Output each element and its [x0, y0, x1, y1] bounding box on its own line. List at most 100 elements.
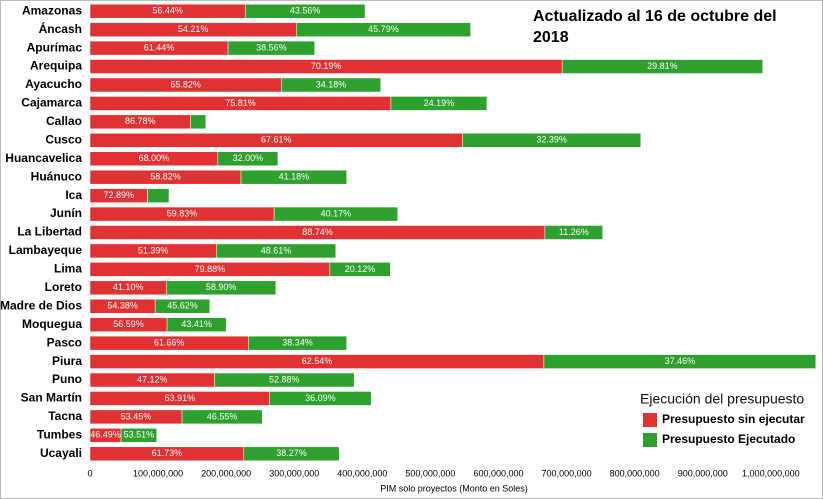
value-label: 36.09% — [305, 393, 336, 403]
value-label: 61.66% — [154, 338, 185, 348]
category-label: Piura — [52, 354, 82, 368]
bar-segment — [329, 262, 391, 277]
value-label: 86.78% — [125, 116, 156, 126]
value-label: 58.90% — [206, 282, 237, 292]
value-label: 38.27% — [276, 448, 307, 458]
category-label: Huánuco — [31, 169, 82, 183]
bar-segment — [120, 428, 157, 443]
bar-segment — [227, 40, 315, 56]
legend-label: Presupuesto Ejecutado — [662, 432, 795, 446]
bar-segment — [190, 114, 206, 130]
value-label: 45.62% — [167, 301, 198, 311]
value-label: 47.12% — [137, 374, 168, 384]
bar-segment — [543, 354, 817, 369]
x-tick-label: 800,000,000 — [610, 468, 660, 478]
legend-swatch — [643, 433, 657, 447]
bar-segment — [273, 206, 398, 222]
x-axis-label: PIM solo proyectos (Monto en Soles) — [380, 483, 528, 493]
bar-segment — [214, 372, 355, 388]
category-label: Apurímac — [27, 40, 83, 54]
value-label: 46.55% — [207, 411, 238, 421]
value-label: 20.12% — [345, 264, 376, 274]
bar-segment — [248, 335, 347, 351]
category-label: Loreto — [45, 280, 82, 294]
bar-segment — [166, 317, 227, 332]
value-label: 53.45% — [121, 411, 152, 421]
bar-segment — [154, 299, 211, 314]
bar-segment — [544, 225, 603, 240]
bar-segment — [243, 446, 340, 462]
value-label: 38.56% — [256, 42, 287, 52]
value-label: 40.17% — [321, 208, 352, 218]
legend-swatch — [643, 413, 657, 427]
value-label: 54.38% — [107, 301, 138, 311]
category-label: Áncash — [39, 21, 82, 36]
category-label: Cusco — [45, 132, 82, 146]
bar-segment — [462, 133, 642, 148]
category-label: Madre de Dios — [0, 298, 82, 312]
category-label: Tumbes — [37, 428, 82, 442]
value-label: 11.26% — [559, 227, 589, 237]
value-label: 45.79% — [368, 24, 399, 34]
category-label: Amazonas — [22, 3, 82, 17]
category-label: Ayacucho — [25, 77, 82, 91]
category-label: Lima — [54, 262, 82, 276]
value-label: 32.39% — [536, 135, 567, 145]
value-label: 70.19% — [311, 61, 342, 71]
bar-segment — [166, 280, 277, 296]
value-label: 52.88% — [269, 374, 300, 384]
bar-segment — [390, 96, 488, 111]
value-label: 58.82% — [150, 172, 181, 182]
x-tick-label: 400,000,000 — [337, 468, 387, 478]
bar-segment — [244, 3, 366, 19]
bar-segment — [217, 151, 279, 166]
category-label: Lambayeque — [9, 243, 83, 257]
value-label: 65.82% — [170, 79, 201, 89]
category-label: Huancavelica — [5, 151, 82, 165]
value-label: 32.00% — [233, 153, 264, 163]
value-label: 54.21% — [178, 24, 209, 34]
bar-segment — [216, 243, 337, 259]
category-label: Tacna — [48, 409, 82, 423]
bar-segment — [269, 391, 372, 406]
value-label: 61.44% — [144, 42, 175, 52]
category-label: Pasco — [47, 335, 82, 349]
x-tick-label: 900,000,000 — [678, 468, 728, 478]
value-label: 51.39% — [138, 245, 169, 255]
value-label: 43.41% — [181, 319, 212, 329]
category-label: Puno — [52, 372, 82, 386]
value-label: 68.00% — [139, 153, 170, 163]
x-tick-label: 300,000,000 — [269, 468, 319, 478]
x-tick-label: 700,000,000 — [542, 468, 592, 478]
bar-segment — [281, 77, 381, 93]
chart-title: Actualizado al 16 de octubre del 2018 — [533, 8, 777, 46]
value-label: 43.56% — [290, 6, 321, 16]
value-label: 59.83% — [167, 208, 198, 218]
value-label: 53.51% — [124, 430, 155, 440]
value-label: 34.18% — [316, 79, 347, 89]
value-label: 41.10% — [113, 282, 144, 292]
value-label: 79.88% — [195, 264, 226, 274]
value-label: 56.59% — [113, 319, 144, 329]
category-label: Moquegua — [22, 317, 82, 331]
value-label: 46.49% — [90, 430, 121, 440]
bar-segment — [147, 188, 170, 203]
value-label: 62.54% — [302, 356, 333, 366]
category-label: Junín — [50, 206, 82, 220]
category-label: Ucayali — [40, 446, 82, 460]
value-label: 37.46% — [665, 356, 696, 366]
value-label: 56.44% — [152, 6, 183, 16]
category-label: Cajamarca — [21, 96, 82, 110]
legend-title: Ejecución del presupuesto — [640, 391, 804, 407]
legend-label: Presupuesto sin ejecutar — [662, 412, 805, 426]
value-label: 75.81% — [225, 98, 256, 108]
x-tick-label: 100,000,000 — [133, 468, 183, 478]
bar-segment — [181, 409, 263, 425]
value-label: 67.61% — [261, 135, 292, 145]
value-label: 63.91% — [165, 393, 196, 403]
value-label: 48.61% — [261, 245, 292, 255]
value-label: 24.19% — [424, 98, 455, 108]
category-label: Callao — [46, 114, 82, 128]
category-label: Ica — [65, 188, 82, 202]
